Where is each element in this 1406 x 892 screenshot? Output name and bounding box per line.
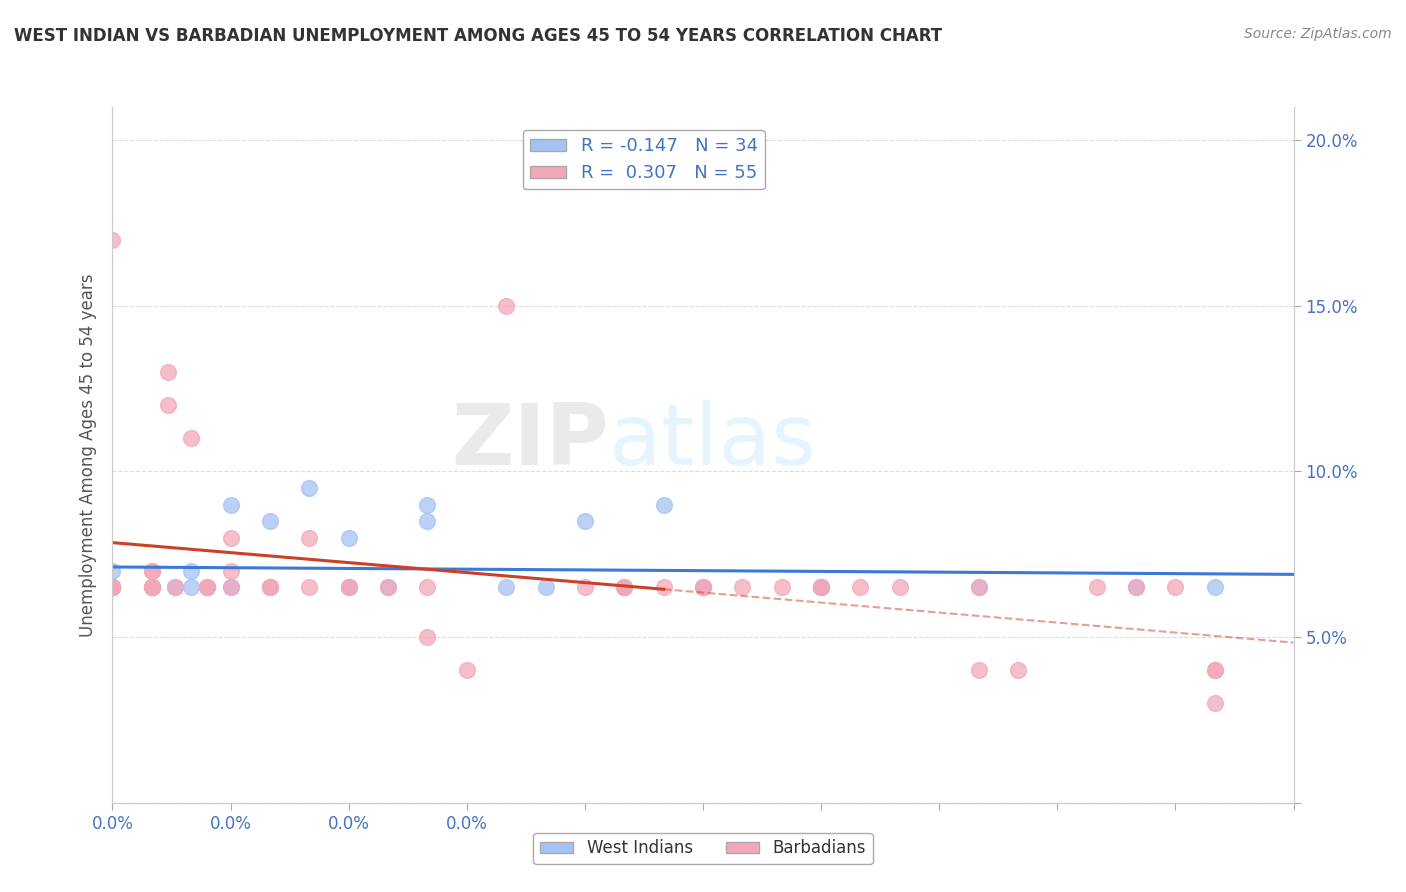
Point: [1085, 581, 1108, 595]
Point: [416, 630, 439, 644]
Point: [967, 663, 990, 677]
Point: [219, 498, 242, 512]
Point: [101, 581, 124, 595]
Point: [101, 581, 124, 595]
Point: [259, 514, 281, 528]
Point: [1204, 663, 1226, 677]
Point: [219, 581, 242, 595]
Point: [574, 581, 596, 595]
Point: [337, 531, 360, 545]
Point: [141, 564, 163, 578]
Point: [195, 581, 218, 595]
Point: [101, 581, 124, 595]
Point: [377, 581, 399, 595]
Point: [692, 581, 714, 595]
Legend: West Indians, Barbadians: West Indians, Barbadians: [533, 833, 873, 864]
Point: [259, 581, 281, 595]
Point: [101, 233, 124, 247]
Point: [810, 581, 832, 595]
Point: [613, 581, 636, 595]
Point: [156, 398, 179, 412]
Point: [219, 531, 242, 545]
Point: [692, 581, 714, 595]
Point: [141, 581, 163, 595]
Point: [101, 581, 124, 595]
Point: [574, 514, 596, 528]
Point: [1204, 663, 1226, 677]
Point: [101, 581, 124, 595]
Point: [692, 581, 714, 595]
Point: [141, 581, 163, 595]
Point: [101, 581, 124, 595]
Point: [456, 663, 478, 677]
Point: [165, 581, 187, 595]
Point: [219, 564, 242, 578]
Text: WEST INDIAN VS BARBADIAN UNEMPLOYMENT AMONG AGES 45 TO 54 YEARS CORRELATION CHAR: WEST INDIAN VS BARBADIAN UNEMPLOYMENT AM…: [14, 27, 942, 45]
Point: [180, 564, 202, 578]
Point: [259, 581, 281, 595]
Point: [101, 581, 124, 595]
Point: [298, 531, 321, 545]
Point: [1007, 663, 1029, 677]
Point: [101, 581, 124, 595]
Point: [1204, 697, 1226, 711]
Point: [731, 581, 754, 595]
Point: [810, 581, 832, 595]
Point: [101, 581, 124, 595]
Point: [165, 581, 187, 595]
Point: [1164, 581, 1187, 595]
Point: [613, 581, 636, 595]
Point: [810, 581, 832, 595]
Point: [298, 581, 321, 595]
Point: [141, 581, 163, 595]
Point: [141, 581, 163, 595]
Point: [195, 581, 218, 595]
Point: [889, 581, 911, 595]
Point: [101, 581, 124, 595]
Point: [101, 581, 124, 595]
Point: [652, 581, 675, 595]
Point: [141, 564, 163, 578]
Point: [495, 581, 517, 595]
Point: [849, 581, 872, 595]
Point: [141, 581, 163, 595]
Point: [156, 365, 179, 379]
Point: [810, 581, 832, 595]
Point: [810, 581, 832, 595]
Point: [219, 581, 242, 595]
Point: [416, 514, 439, 528]
Point: [298, 481, 321, 495]
Point: [1125, 581, 1147, 595]
Text: Source: ZipAtlas.com: Source: ZipAtlas.com: [1244, 27, 1392, 41]
Point: [180, 581, 202, 595]
Point: [141, 581, 163, 595]
Point: [180, 431, 202, 445]
Point: [534, 581, 557, 595]
Point: [967, 581, 990, 595]
Point: [337, 581, 360, 595]
Point: [613, 581, 636, 595]
Y-axis label: Unemployment Among Ages 45 to 54 years: Unemployment Among Ages 45 to 54 years: [79, 273, 97, 637]
Point: [377, 581, 399, 595]
Point: [337, 581, 360, 595]
Point: [416, 498, 439, 512]
Point: [967, 581, 990, 595]
Point: [770, 581, 793, 595]
Point: [101, 581, 124, 595]
Point: [259, 581, 281, 595]
Point: [1204, 581, 1226, 595]
Point: [652, 498, 675, 512]
Point: [195, 581, 218, 595]
Point: [1125, 581, 1147, 595]
Point: [337, 581, 360, 595]
Text: atlas: atlas: [609, 400, 817, 483]
Point: [416, 581, 439, 595]
Point: [101, 564, 124, 578]
Text: ZIP: ZIP: [451, 400, 609, 483]
Point: [495, 299, 517, 313]
